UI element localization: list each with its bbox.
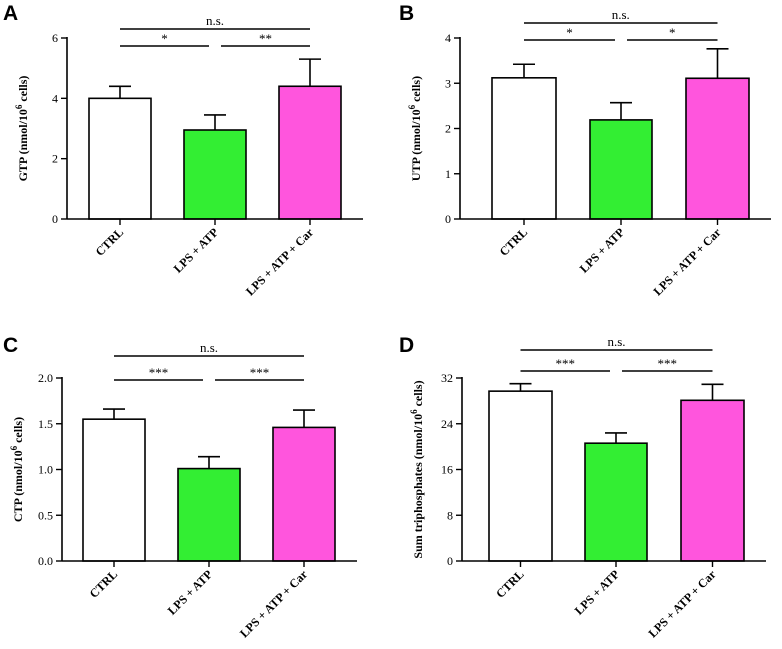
y-axis-title-tail: cells) — [409, 76, 423, 105]
y-axis-title: CTP (nmol/106 cells) — [9, 417, 25, 522]
panel-label: A — [3, 2, 18, 25]
significance-label: *** — [250, 365, 270, 380]
x-tick-label: LPS + ATP + Car — [650, 225, 724, 299]
y-tick-label: 8 — [447, 508, 453, 522]
y-axis-title-main: UTP (nmol/10 — [409, 109, 423, 181]
y-tick-label: 4 — [445, 31, 451, 45]
y-axis-title-main: GTP (nmol/10 — [16, 109, 30, 181]
significance-label: *** — [658, 356, 678, 371]
y-tick-label: 2.0 — [38, 371, 53, 385]
significance-label: n.s. — [200, 340, 218, 355]
y-axis-title: UTP (nmol/106 cells) — [407, 76, 423, 181]
y-tick-label: 0 — [52, 212, 58, 226]
bar-lps-atp-car — [680, 399, 745, 562]
y-tick-label: 0.5 — [38, 508, 53, 522]
x-tick-label: LPS + ATP — [165, 567, 215, 617]
chart-panel-d: D 0 8 16 24 32 CTRL LPS + ATP LPS + ATP + Car Sum… — [399, 334, 766, 640]
y-tick-label: 2 — [445, 122, 451, 136]
bar-lps-atp — [183, 129, 247, 220]
significance-label: n.s. — [607, 334, 625, 349]
x-tick-label: CTRL — [497, 225, 530, 258]
significance-label: * — [669, 25, 676, 40]
bar-ctrl — [88, 97, 152, 220]
y-axis-title-superscript: 6 — [407, 104, 417, 109]
panel-label: D — [399, 334, 414, 357]
y-tick-label: 32 — [441, 371, 453, 385]
y-tick-label: 1.5 — [38, 417, 53, 431]
y-axis-title-superscript: 6 — [409, 409, 419, 414]
bar-lps-atp-car — [685, 77, 750, 220]
y-tick-label: 2 — [52, 152, 58, 166]
chart-panel-c: C 0.0 0.5 1.0 1.5 2.0 CTRL LPS + ATP LPS + ATP +… — [3, 334, 357, 640]
x-tick-label: CTRL — [87, 567, 120, 600]
y-tick-label: 4 — [52, 91, 58, 105]
bar-lps-atp-car — [278, 85, 342, 220]
significance-label: n.s. — [612, 7, 630, 22]
y-tick-label: 1.0 — [38, 463, 53, 477]
x-tick-label: LPS + ATP + Car — [645, 567, 719, 641]
y-tick-label: 0 — [447, 554, 453, 568]
bar-lps-atp — [589, 119, 653, 220]
significance-label: *** — [556, 356, 576, 371]
y-axis-title-main: CTP (nmol/10 — [11, 450, 25, 522]
y-axis-title-superscript: 6 — [14, 104, 24, 109]
y-axis-title-main: Sum triphosphates (nmol/10 — [411, 414, 425, 559]
significance-label: * — [566, 25, 573, 40]
y-tick-label: 6 — [52, 31, 58, 45]
bar-ctrl — [491, 77, 557, 220]
x-tick-label: LPS + ATP — [572, 567, 622, 617]
significance-label: *** — [149, 365, 169, 380]
chart-panel-a: A 0 2 4 6 CTRL LPS + ATP LPS + ATP + Car GTP (nm… — [3, 2, 363, 298]
chart-panel-b: B 0 1 2 3 4 CTRL LPS + ATP LPS + ATP + Car UTP (n… — [399, 2, 771, 298]
x-tick-label: LPS + ATP + Car — [237, 567, 311, 641]
x-tick-label: LPS + ATP — [577, 225, 627, 275]
bar-ctrl — [82, 418, 146, 562]
y-tick-label: 1 — [445, 167, 451, 181]
bar-ctrl — [488, 390, 553, 562]
y-axis-title-superscript: 6 — [9, 445, 19, 450]
significance-label: n.s. — [206, 13, 224, 28]
y-axis-title-tail: cells) — [411, 380, 425, 409]
panel-label: B — [399, 2, 414, 25]
x-tick-label: LPS + ATP — [171, 225, 221, 275]
significance-label: * — [161, 31, 168, 46]
bar-lps-atp-car — [272, 426, 336, 562]
bar-lps-atp — [177, 467, 241, 562]
x-tick-label: CTRL — [493, 567, 526, 600]
y-tick-label: 16 — [441, 463, 453, 477]
x-tick-label: CTRL — [93, 225, 126, 258]
panel-label: C — [3, 334, 18, 357]
y-tick-label: 0 — [445, 212, 451, 226]
y-tick-label: 0.0 — [38, 554, 53, 568]
significance-label: ** — [259, 31, 272, 46]
y-axis-title-tail: cells) — [16, 76, 30, 105]
y-tick-label: 3 — [445, 76, 451, 90]
x-tick-label: LPS + ATP + Car — [243, 225, 317, 299]
y-axis-title-tail: cells) — [11, 417, 25, 446]
y-tick-label: 24 — [441, 417, 453, 431]
y-axis-title: Sum triphosphates (nmol/106 cells) — [409, 380, 425, 558]
y-axis-title: GTP (nmol/106 cells) — [14, 76, 30, 182]
bar-lps-atp — [584, 442, 648, 562]
